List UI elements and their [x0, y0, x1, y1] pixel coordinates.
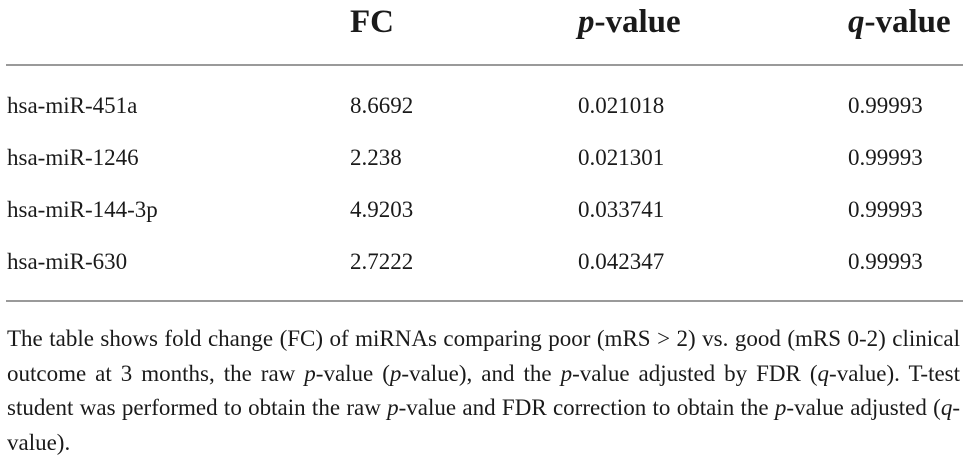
header-q-suffix: -value	[864, 4, 951, 40]
header-p-value: p-value	[578, 0, 681, 44]
table-footnote: The table shows fold change (FC) of miRN…	[7, 322, 960, 460]
fc-cell: 2.238	[350, 145, 402, 170]
footnote-text: -value (	[315, 360, 390, 386]
p-value-cell: 0.021301	[578, 145, 665, 170]
fc-cell: 8.6692	[350, 93, 414, 118]
mirna-name-cell: hsa-miR-1246	[7, 145, 139, 170]
q-value-cell: 0.99993	[848, 145, 923, 170]
q-value-cell: 0.99993	[848, 93, 923, 118]
mirna-name-cell: hsa-miR-451a	[7, 93, 138, 118]
footnote-text: -value adjusted by FDR (	[572, 360, 818, 386]
header-p-suffix: -value	[594, 4, 681, 40]
p-value-cell: 0.021018	[578, 93, 665, 118]
mirna-name-cell: hsa-miR-630	[7, 249, 128, 274]
table-top-rule	[6, 64, 963, 66]
q-value-cell: 0.99993	[848, 249, 923, 274]
footnote-text: -value adjusted (	[786, 395, 941, 420]
header-fc: FC	[350, 4, 394, 40]
footnote-text: The table shows fold change (FC) of miRN…	[7, 326, 960, 386]
footnote-symbol: p	[389, 360, 402, 386]
footnote-symbol: p	[774, 395, 787, 420]
header-q-symbol: q	[848, 4, 865, 40]
footnote-text: -value). T-test student was performed to…	[7, 360, 961, 421]
footnote-symbol: p	[304, 360, 316, 386]
footnote-text: -value).	[7, 395, 960, 455]
header-q-value: q-value	[848, 0, 951, 44]
footnote-symbol: p	[387, 395, 399, 420]
footnote-symbol: q	[940, 395, 953, 420]
q-value-cell: 0.99993	[848, 197, 923, 222]
table-bottom-rule	[6, 300, 963, 302]
footnote-symbol: p	[560, 360, 573, 386]
p-value-cell: 0.033741	[578, 197, 665, 222]
footnote-text: -value and FDR correction to obtain the	[398, 395, 775, 420]
mirna-name-cell: hsa-miR-144-3p	[7, 197, 158, 222]
header-p-symbol: p	[578, 4, 595, 40]
p-value-cell: 0.042347	[578, 249, 665, 274]
footnote-text: -value), and the	[401, 360, 561, 386]
fc-cell: 4.9203	[350, 197, 414, 222]
fc-cell: 2.7222	[350, 249, 414, 274]
footnote-symbol: q	[817, 360, 830, 386]
